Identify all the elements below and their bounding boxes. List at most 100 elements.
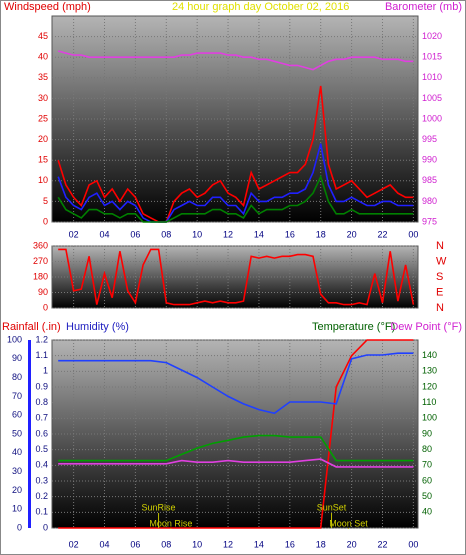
y2-axis-label: Barometer (mb) xyxy=(385,1,462,13)
y2-tick-label: 975 xyxy=(422,216,437,226)
y2-tick-label: 1010 xyxy=(422,72,442,82)
x-tick-label: 14 xyxy=(254,539,264,549)
x-tick-label: 06 xyxy=(130,539,140,549)
y-tick-label: 1.2 xyxy=(35,334,48,344)
y-tick-label: 15 xyxy=(38,155,48,165)
y2-tick-label: 40 xyxy=(422,507,432,517)
annotation: Moon Rise xyxy=(149,518,192,528)
series-line xyxy=(57,143,414,223)
x-tick-label: 22 xyxy=(377,229,387,239)
y2-tick-label: 990 xyxy=(422,155,437,165)
y-axis-label: Rainfall (.in) xyxy=(2,321,61,333)
series-line xyxy=(58,352,414,415)
y3-tick-label: 20 xyxy=(12,485,22,495)
y3-tick-label: 40 xyxy=(12,447,22,457)
y2-tick-label: S xyxy=(436,271,443,283)
y-axis-label: Windspeed (mph) xyxy=(4,1,91,13)
y-tick-label: 0.6 xyxy=(35,428,48,438)
y-tick-label: 0.1 xyxy=(35,507,48,517)
y-tick-label: 90 xyxy=(38,287,48,297)
y-tick-label: 180 xyxy=(33,271,48,281)
chart-title: 24 hour graph day October 02, 2016 xyxy=(172,1,349,13)
y3-tick-label: 80 xyxy=(12,372,22,382)
x-tick-label: 16 xyxy=(285,539,295,549)
series-line xyxy=(57,174,414,223)
y3-tick-label: 70 xyxy=(12,391,22,401)
y2-tick-label: 130 xyxy=(422,366,437,376)
x-tick-label: 18 xyxy=(316,229,326,239)
y2-tick-label: 120 xyxy=(422,381,437,391)
x-tick-label: 08 xyxy=(161,539,171,549)
series-line xyxy=(58,434,414,462)
y3-tick-label: 50 xyxy=(12,428,22,438)
y-tick-label: 1 xyxy=(43,366,48,376)
y-tick-label: 0.2 xyxy=(35,491,48,501)
x-tick-label: 02 xyxy=(69,229,79,239)
y-tick-label: 35 xyxy=(38,72,48,82)
y2-tick-label: W xyxy=(436,255,447,267)
series-line xyxy=(57,85,414,223)
y-tick-label: 0.9 xyxy=(35,381,48,391)
y2-tick-label: 995 xyxy=(422,134,437,144)
x-tick-label: 04 xyxy=(99,229,109,239)
y2-tick-label: 1000 xyxy=(422,113,442,123)
y2-tick-label: 1005 xyxy=(422,93,442,103)
y-tick-label: 0.8 xyxy=(35,397,48,407)
y-tick-label: 0.4 xyxy=(35,460,48,470)
annotation: SunSet xyxy=(317,502,347,512)
y-tick-label: 25 xyxy=(38,113,48,123)
y2-tick-label: N xyxy=(436,240,444,252)
axis-bar xyxy=(28,340,31,528)
x-tick-label: 20 xyxy=(347,229,357,239)
x-tick-label: 16 xyxy=(285,229,295,239)
y2-tick-label: 980 xyxy=(422,196,437,206)
y2-tick-label: 50 xyxy=(422,491,432,501)
x-tick-label: 12 xyxy=(223,229,233,239)
series-line xyxy=(58,248,415,306)
series-line xyxy=(58,339,414,529)
y3-tick-label: 100 xyxy=(7,334,22,344)
y-tick-label: 0 xyxy=(43,522,48,532)
y-tick-label: 0.3 xyxy=(35,475,48,485)
y2-tick-label: 100 xyxy=(422,413,437,423)
y2-tick-label: 110 xyxy=(422,397,436,407)
x-tick-label: 10 xyxy=(192,229,202,239)
y3-tick-label: 90 xyxy=(12,353,22,363)
y2-tick-label: E xyxy=(436,286,443,298)
y2-tick-label: 70 xyxy=(422,460,432,470)
y-tick-label: 40 xyxy=(38,52,48,62)
y-tick-label: 20 xyxy=(38,134,48,144)
y2-tick-label: 985 xyxy=(422,175,437,185)
x-tick-label: 06 xyxy=(130,229,140,239)
annotation: SunRise xyxy=(142,502,176,512)
y-tick-label: 10 xyxy=(38,175,48,185)
x-tick-label: 00 xyxy=(408,229,418,239)
x-tick-label: 18 xyxy=(316,539,326,549)
y2-tick-label: 80 xyxy=(422,444,432,454)
x-tick-label: 08 xyxy=(161,229,171,239)
x-tick-label: 14 xyxy=(254,229,264,239)
y2-tick-label: 90 xyxy=(422,428,432,438)
x-tick-label: 12 xyxy=(223,539,233,549)
y-tick-label: 0 xyxy=(43,302,48,312)
y3-axis-label: Humidity (%) xyxy=(66,321,129,333)
x-tick-label: 02 xyxy=(69,539,79,549)
x-tick-label: 10 xyxy=(192,539,202,549)
y-tick-label: 360 xyxy=(33,240,48,250)
y2-tick-label: 140 xyxy=(422,350,437,360)
y2-tick-label: 1020 xyxy=(422,31,442,41)
y3-tick-label: 10 xyxy=(12,504,22,514)
x-tick-label: 20 xyxy=(347,539,357,549)
y-tick-label: 0.7 xyxy=(35,413,48,423)
y3-tick-label: 0 xyxy=(17,522,22,532)
y-tick-label: 1.1 xyxy=(35,350,48,360)
y3-tick-label: 30 xyxy=(12,466,22,476)
y-tick-label: 0 xyxy=(43,216,48,226)
x-tick-label: 00 xyxy=(408,539,418,549)
annotation: Moon Set xyxy=(329,518,368,528)
y2-tick-label: 1015 xyxy=(422,52,442,62)
series-line xyxy=(57,50,414,71)
series-line xyxy=(58,458,414,468)
